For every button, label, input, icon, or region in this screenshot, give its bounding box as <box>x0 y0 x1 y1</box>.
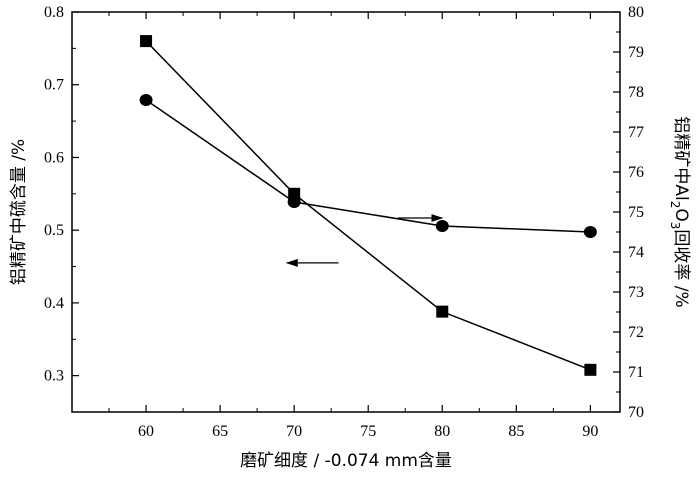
series-1-point <box>435 220 449 232</box>
series-0-point <box>140 35 153 48</box>
plot-frame <box>71 11 621 413</box>
right-tick-label: 78 <box>628 84 644 101</box>
series-1-point <box>139 94 153 106</box>
right-tick-label: 77 <box>628 124 644 141</box>
right-tick-label: 76 <box>628 164 644 181</box>
left-tick-label: 0.8 <box>44 4 64 21</box>
right-y-axis-label-part-2: 回收率 /% <box>671 229 691 307</box>
x-tick-label: 70 <box>286 423 302 440</box>
right-y-axis-label: 铝精矿中Al2O3回收率 /% <box>668 116 691 307</box>
series-0-point <box>584 363 597 376</box>
left-tick-label: 0.6 <box>44 149 64 166</box>
x-tick-label: 80 <box>434 423 450 440</box>
series-1-point <box>287 196 301 208</box>
left-tick-label: 0.7 <box>44 77 64 94</box>
x-tick-label: 75 <box>360 423 376 440</box>
annotation-arrows <box>285 214 444 267</box>
right-tick-label: 74 <box>628 244 644 261</box>
right-tick-label: 80 <box>628 4 644 21</box>
series-1-point <box>583 226 597 238</box>
right-tick-label: 70 <box>628 404 644 421</box>
right-tick-label: 75 <box>628 204 644 221</box>
series-0-point <box>436 305 449 318</box>
x-tick-label: 60 <box>138 423 154 440</box>
axis-tick-labels: 60 65 70 75 80 85 90 0.3 0.4 0.5 0.6 0.7 0.8 70 71 72 73… <box>44 4 644 440</box>
x-axis-label: 磨矿细度 / -0.074 mm含量 <box>240 451 452 471</box>
right-y-axis-label-sub-3: 3 <box>668 222 682 230</box>
right-y-axis-label-part-o: O <box>671 208 691 221</box>
right-y-axis-label-part-1: 铝精矿中Al <box>671 116 691 200</box>
left-y-axis-label: 铝精矿中硫含量 /% <box>9 139 29 285</box>
x-tick-label: 85 <box>508 423 524 440</box>
right-y-axis-label-sub-2: 2 <box>668 201 682 209</box>
x-tick-label: 90 <box>582 423 598 440</box>
right-tick-label: 73 <box>628 284 644 301</box>
series-1-line <box>145 99 591 233</box>
right-tick-label: 79 <box>628 44 644 61</box>
right-tick-label: 71 <box>628 364 644 381</box>
left-tick-label: 0.5 <box>44 222 64 239</box>
series-0-line <box>145 40 591 371</box>
axis-ticks <box>72 11 620 413</box>
x-tick-label: 65 <box>212 423 228 440</box>
left-tick-label: 0.3 <box>44 368 64 385</box>
left-tick-label: 0.4 <box>44 295 64 312</box>
series-layer <box>139 35 597 376</box>
right-tick-label: 72 <box>628 324 644 341</box>
